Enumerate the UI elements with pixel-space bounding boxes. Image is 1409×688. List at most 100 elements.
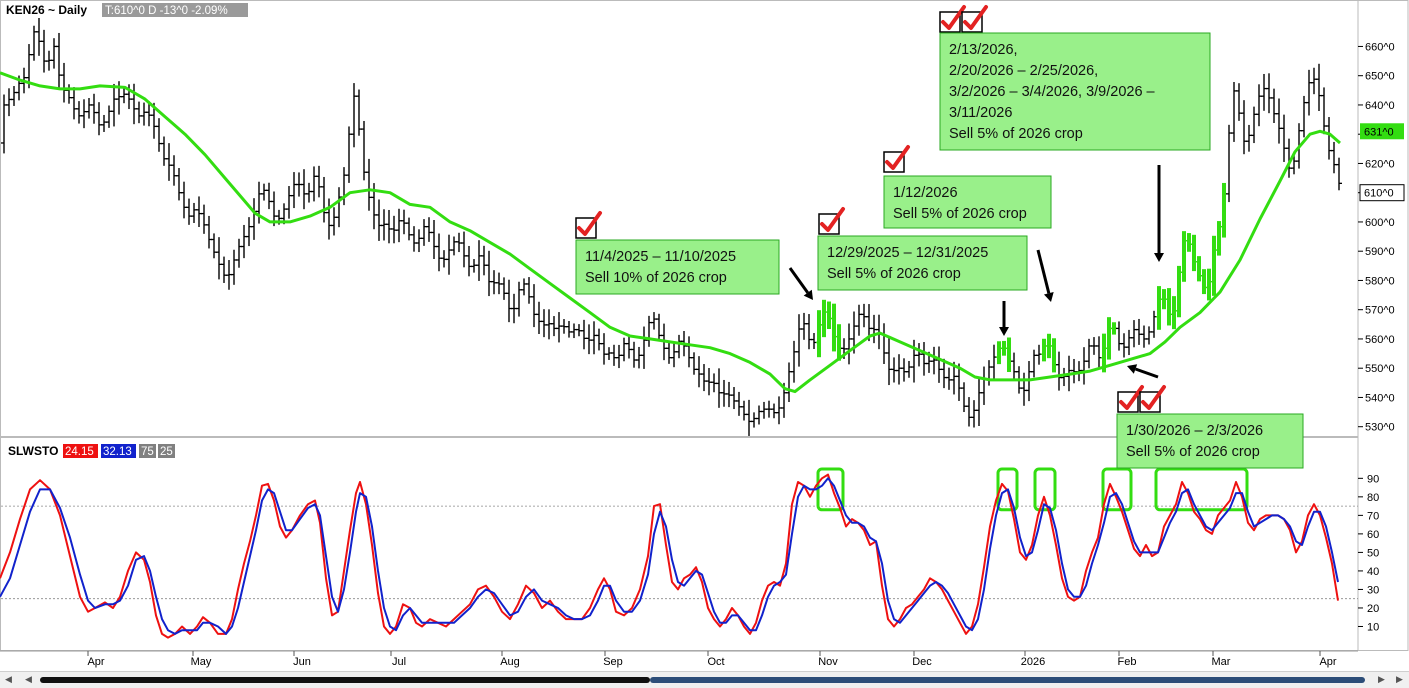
annotation-line: 1/30/2026 – 2/3/2026 (1126, 423, 1263, 439)
checkmark (963, 5, 988, 30)
osc-fast-line (0, 473, 1339, 639)
arrow-down-icon (1154, 165, 1164, 262)
checkmark-box-icon (1117, 385, 1144, 413)
month-label: Mar (1212, 656, 1231, 668)
price-tick-label: 640^0 (1365, 100, 1395, 112)
scroll-right-small-icon[interactable]: ▶ (1378, 675, 1385, 685)
ma-price-label: 631^0 (1364, 126, 1394, 138)
price-tick-label: 660^0 (1365, 41, 1395, 53)
chart-svg: 530^0 540^0 550^0 560^0 570^0 580^0 590^0 600^0… (0, 0, 1409, 668)
osc-highlight-box (1101, 467, 1133, 512)
osc-legend-value: 75 (141, 446, 154, 458)
last-price-label: 610^0 (1364, 188, 1394, 200)
annotation-line: 11/4/2025 – 11/10/2025 (585, 249, 736, 265)
osc-tick-label: 40 (1367, 566, 1379, 578)
osc-tick-label: 30 (1367, 584, 1379, 596)
osc-highlight-box (816, 467, 845, 512)
price-tick-label: 650^0 (1365, 71, 1395, 83)
annotation-line: 2/20/2026 – 2/25/2026, (949, 63, 1098, 79)
annotation-box: 1/30/2026 – 2/3/2026 Sell 5% of 2026 crop (1116, 413, 1304, 469)
osc-highlight-boxes (816, 467, 1249, 512)
horizontal-scrollbar[interactable]: ◀ ◀ ▶ ▶ (0, 671, 1409, 688)
moving-average-line (0, 71, 1341, 394)
annotation-line: 1/12/2026 (893, 185, 958, 201)
price-tick-label: 530^0 (1365, 422, 1395, 434)
month-label: May (191, 656, 212, 668)
osc-legend-value: 24.15 (65, 446, 94, 458)
arrow-down-icon (1036, 249, 1054, 302)
ma-price-label-bg (1360, 123, 1404, 140)
month-label: Apr (87, 656, 104, 668)
arrow-head (999, 327, 1009, 336)
osc-legend-value: 32.13 (103, 446, 132, 458)
arrow-down-icon (999, 301, 1009, 336)
osc-highlight-box (1033, 467, 1057, 512)
arrow-head (1154, 253, 1164, 262)
quote-badge-bg (102, 3, 248, 17)
annotation-box: 1/12/2026 Sell 5% of 2026 crop (883, 175, 1052, 229)
osc-legend-badge-bg (139, 444, 156, 458)
scroll-left-icon[interactable]: ◀ (5, 675, 12, 685)
annotation-bg (1116, 413, 1304, 469)
osc-legend-badge-bg (158, 444, 175, 458)
arrow-down-icon (1127, 364, 1159, 379)
osc-legend-value: 25 (160, 446, 173, 458)
osc-tick-label: 80 (1367, 492, 1379, 504)
price-tick-label: 580^0 (1365, 275, 1395, 287)
price-tick-label: 540^0 (1365, 392, 1395, 404)
arrow-head (1127, 364, 1138, 374)
annotation-bg (883, 175, 1052, 229)
osc-tick-label: 10 (1367, 621, 1379, 633)
last-price-label-bg (1359, 184, 1405, 202)
osc-title: SLWSTO (8, 444, 58, 458)
annotation-line: Sell 5% of 2026 crop (827, 266, 961, 282)
checkmark-box-icon (818, 207, 845, 235)
annotation-box: 12/29/2025 – 12/31/2025 Sell 5% of 2026 c… (817, 235, 1028, 291)
price-tick-label: 570^0 (1365, 305, 1395, 317)
annotation-line: 2/13/2026, (949, 42, 1018, 58)
month-label: Aug (500, 656, 520, 668)
checkmark (941, 5, 966, 30)
month-label: Apr (1319, 656, 1336, 668)
scroll-right-icon[interactable]: ▶ (1396, 675, 1403, 685)
month-label: Sep (603, 656, 623, 668)
month-label: Oct (707, 656, 724, 668)
price-bars (1, 17, 1342, 436)
arrow-shaft (1036, 249, 1051, 294)
checkmark-box-icon (883, 145, 910, 173)
scroll-thumb-history[interactable] (40, 677, 650, 683)
osc-tick-label: 50 (1367, 547, 1379, 559)
arrow-head (803, 289, 813, 300)
checkmark-box-icon (1139, 385, 1166, 413)
annotation-line: 3/11/2026 (949, 105, 1012, 121)
osc-tick-label: 20 (1367, 603, 1379, 615)
scroll-left-small-icon[interactable]: ◀ (25, 675, 32, 685)
annotation-line: Sell 5% of 2026 crop (1126, 444, 1260, 460)
price-tick-label: 600^0 (1365, 217, 1395, 229)
price-tick-label: 550^0 (1365, 363, 1395, 375)
osc-legend-badge-bg (101, 444, 136, 458)
checkmark-box-icon (939, 5, 966, 33)
annotation-bg (817, 235, 1028, 291)
price-tick-label: 560^0 (1365, 334, 1395, 346)
price-tick-label: 620^0 (1365, 158, 1395, 170)
month-label: Nov (818, 656, 838, 668)
month-label: Dec (912, 656, 932, 668)
month-label: 2026 (1021, 656, 1045, 668)
price-tick-label: 590^0 (1365, 246, 1395, 258)
scroll-thumb[interactable] (650, 677, 1365, 683)
arrow-shaft (788, 267, 809, 294)
annotation-line: Sell 5% of 2026 crop (949, 126, 1083, 142)
arrow-head (1043, 292, 1054, 302)
checkmark (885, 145, 910, 170)
annotation-box: 2/13/2026, 2/20/2026 – 2/25/2026, 3/2/2026… (939, 32, 1211, 151)
arrow-down-icon (788, 267, 813, 300)
quote-badge: T:610^0 D -13^0 -2.09% (105, 5, 228, 17)
checkmark (1141, 385, 1166, 410)
annotation-line: Sell 5% of 2026 crop (893, 206, 1027, 222)
osc-legend-badge-bg (63, 444, 98, 458)
annotation-box: 11/4/2025 – 11/10/2025 Sell 10% of 2026 c… (575, 239, 780, 295)
osc-slow-line (0, 477, 1339, 635)
price-axis (1357, 0, 1409, 651)
checkmark-box-icon (961, 5, 988, 33)
